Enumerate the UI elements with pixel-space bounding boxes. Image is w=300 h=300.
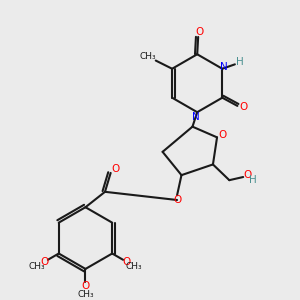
Text: CH₃: CH₃ <box>126 262 142 271</box>
Text: O: O <box>218 130 226 140</box>
Text: CH₃: CH₃ <box>28 262 45 271</box>
Text: H: H <box>249 175 257 185</box>
Text: O: O <box>239 102 247 112</box>
Text: N: N <box>192 112 200 122</box>
Text: O: O <box>112 164 120 174</box>
Text: CH₃: CH₃ <box>77 290 94 298</box>
Text: O: O <box>123 257 131 267</box>
Text: H: H <box>236 58 244 68</box>
Text: O: O <box>195 27 203 37</box>
Text: O: O <box>174 195 182 205</box>
Text: N: N <box>220 62 227 73</box>
Text: CH₃: CH₃ <box>140 52 156 61</box>
Text: O: O <box>81 281 90 291</box>
Text: O: O <box>243 170 251 180</box>
Text: O: O <box>40 257 48 267</box>
